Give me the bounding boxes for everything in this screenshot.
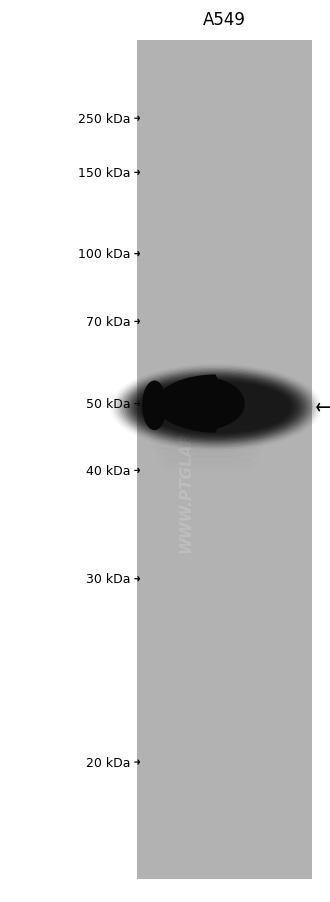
Text: 100 kDa: 100 kDa [78,248,130,261]
Text: A549: A549 [203,11,246,29]
Ellipse shape [131,376,301,439]
Ellipse shape [136,379,296,437]
Ellipse shape [127,373,306,442]
Text: 40 kDa: 40 kDa [86,465,130,477]
Text: 30 kDa: 30 kDa [86,573,130,585]
Ellipse shape [139,381,294,435]
Ellipse shape [122,371,311,445]
Ellipse shape [124,373,308,443]
Ellipse shape [129,375,303,440]
Bar [137,41,312,879]
Text: 50 kDa: 50 kDa [86,398,130,410]
Ellipse shape [134,378,298,437]
PathPatch shape [156,375,245,433]
Text: 150 kDa: 150 kDa [78,167,130,179]
Ellipse shape [119,370,313,446]
Text: WWW.PTGLAB.COM: WWW.PTGLAB.COM [179,385,193,553]
Ellipse shape [141,382,291,434]
Text: 250 kDa: 250 kDa [78,113,130,125]
Ellipse shape [115,367,318,448]
Text: 20 kDa: 20 kDa [86,756,130,769]
Ellipse shape [117,368,315,447]
Ellipse shape [142,381,167,430]
Text: 70 kDa: 70 kDa [86,316,130,328]
